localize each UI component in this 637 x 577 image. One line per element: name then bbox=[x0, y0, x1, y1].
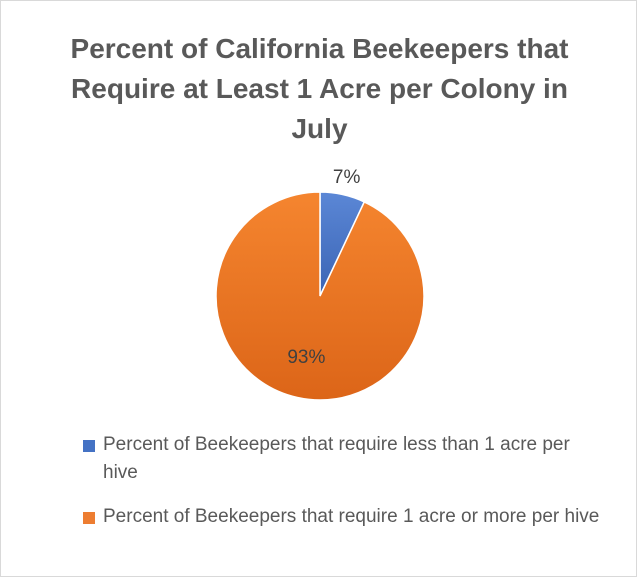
legend-swatch-orange bbox=[83, 512, 95, 524]
legend-label: Percent of Beekeepers that require less … bbox=[103, 434, 570, 483]
pie-slice-1 bbox=[215, 191, 425, 401]
chart-title: Percent of California Beekeepers that Re… bbox=[70, 33, 569, 144]
legend-label: Percent of Beekeepers that require 1 acr… bbox=[103, 506, 600, 527]
legend-item-less-than-1-acre: Percent of Beekeepers that require less … bbox=[83, 431, 603, 487]
legend-swatch-blue bbox=[83, 440, 95, 452]
data-label-0: 7% bbox=[333, 167, 361, 188]
legend-item-1-acre-or-more: Percent of Beekeepers that require 1 acr… bbox=[83, 503, 603, 531]
data-label-1: 93% bbox=[287, 347, 325, 368]
legend: Percent of Beekeepers that require less … bbox=[83, 431, 603, 547]
